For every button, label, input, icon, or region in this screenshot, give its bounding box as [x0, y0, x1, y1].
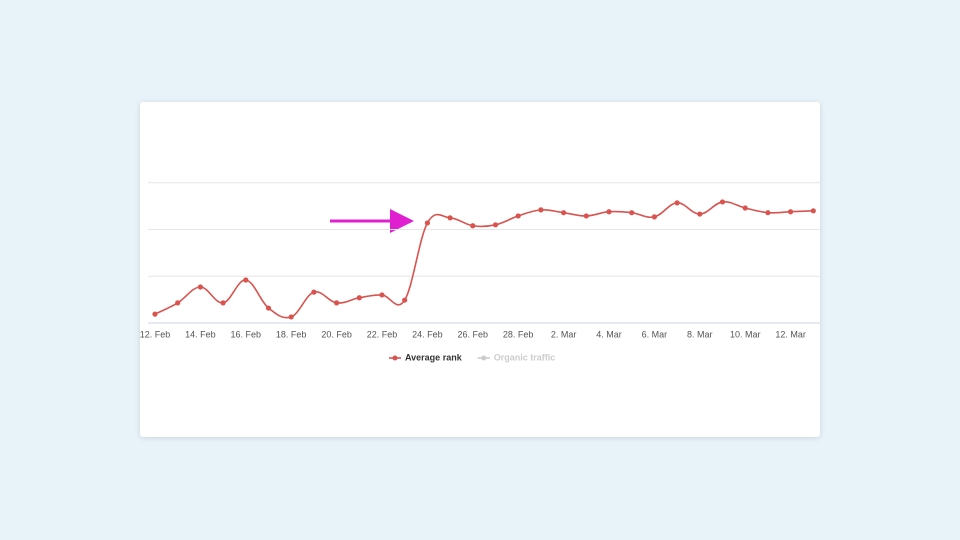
data-point	[447, 215, 453, 221]
x-tick-label: 24. Feb	[412, 329, 443, 339]
data-point	[402, 297, 408, 303]
legend-marker	[481, 355, 487, 361]
legend-label[interactable]: Organic traffic	[494, 352, 556, 362]
x-tick-label: 28. Feb	[503, 329, 534, 339]
x-tick-label: 20. Feb	[321, 329, 352, 339]
legend-marker	[392, 355, 398, 361]
x-tick-label: 12. Feb	[140, 329, 171, 339]
data-point	[492, 222, 499, 228]
x-tick-label: 14. Feb	[185, 329, 216, 339]
data-point	[152, 311, 158, 317]
x-tick-label: 18. Feb	[276, 329, 307, 339]
data-point	[538, 207, 544, 213]
data-point	[424, 220, 430, 226]
data-point	[674, 200, 680, 206]
data-point	[175, 300, 181, 306]
x-tick-label: 22. Feb	[367, 329, 398, 339]
data-point	[470, 223, 476, 229]
legend-label[interactable]: Average rank	[405, 352, 463, 362]
data-point	[311, 289, 317, 295]
data-point	[719, 199, 726, 205]
data-point	[379, 292, 385, 298]
x-tick-label: 10. Mar	[730, 329, 761, 339]
data-point	[197, 284, 203, 290]
x-tick-label: 12. Mar	[775, 329, 806, 339]
data-point	[515, 213, 521, 219]
data-point	[356, 295, 362, 301]
data-point	[243, 277, 249, 283]
data-point	[765, 210, 771, 216]
data-point	[265, 305, 272, 311]
x-tick-label: 4. Mar	[596, 329, 622, 339]
x-tick-label: 6. Mar	[642, 329, 668, 339]
series-line	[154, 200, 814, 319]
x-tick-label: 26. Feb	[458, 329, 489, 339]
data-point	[220, 300, 226, 306]
data-point	[651, 214, 658, 220]
chart-card	[140, 102, 820, 437]
data-point	[788, 209, 794, 215]
data-point	[629, 210, 635, 216]
x-tick-label: 2. Mar	[551, 329, 577, 339]
data-point	[561, 210, 567, 216]
data-point	[334, 300, 340, 306]
data-point	[583, 213, 589, 219]
data-point	[810, 208, 816, 214]
x-tick-label: 16. Feb	[231, 329, 262, 339]
x-tick-label: 8. Mar	[687, 329, 713, 339]
data-point	[606, 209, 612, 215]
data-point	[288, 314, 294, 320]
data-point	[697, 211, 703, 217]
data-point	[742, 205, 748, 211]
